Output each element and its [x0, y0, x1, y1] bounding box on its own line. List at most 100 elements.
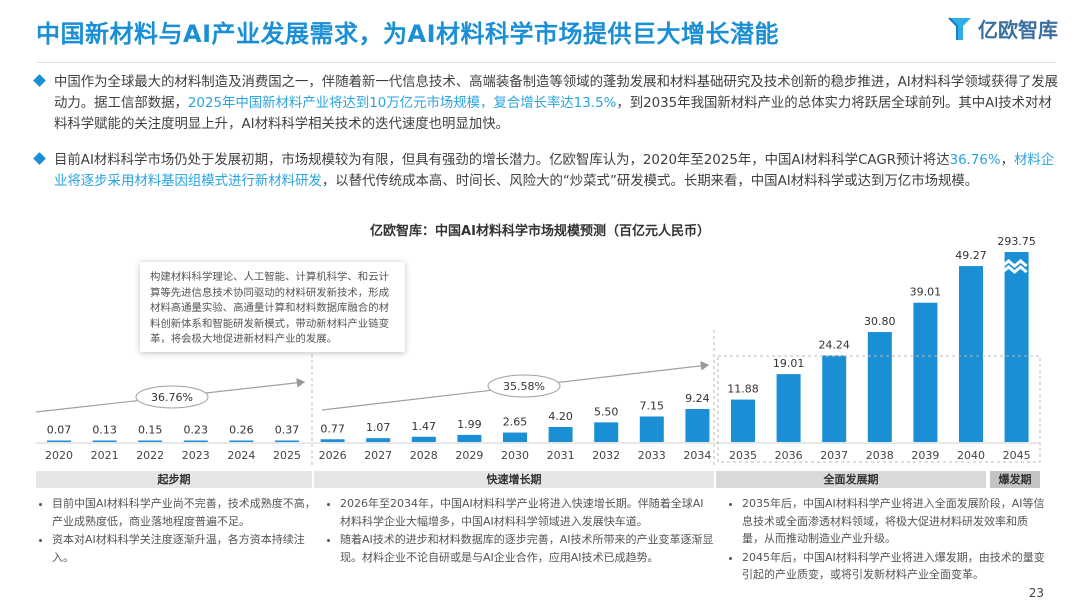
bar-2036 — [776, 374, 801, 442]
bar-2034 — [685, 409, 710, 442]
x-tick-label: 2022 — [136, 449, 164, 462]
x-tick-label: 2030 — [501, 449, 529, 462]
bar-2033 — [639, 416, 664, 442]
page-title: 中国新材料与AI产业发展需求，为AI材料科学市场提供巨大增长潜能 — [36, 20, 780, 48]
value-label: 0.13 — [92, 424, 117, 437]
bar-2023 — [183, 440, 208, 442]
paragraph-2: 目前AI材料科学市场仍处于发展初期，市场规模较为有限，但具有强劲的增长潜力。亿欧… — [33, 150, 1064, 192]
bar-2022 — [138, 440, 163, 442]
x-tick-label: 2029 — [455, 449, 483, 462]
cagr-oval-1 — [135, 385, 209, 409]
cagr-oval-2 — [487, 374, 561, 398]
phase-growth: 快速增长期 — [314, 471, 714, 488]
bar-2040 — [959, 266, 983, 442]
x-tick-label: 2033 — [638, 449, 666, 462]
value-label: 19.01 — [773, 357, 805, 370]
paragraph-1-text-b: ，到2035年我国新材料产业的总体实力将跃居全球前列。其中AI技术对材料科学赋能… — [54, 96, 1052, 132]
value-label: 11.88 — [727, 383, 759, 396]
bar-2032 — [594, 422, 619, 442]
value-label: 24.24 — [818, 338, 850, 351]
desc-start: 目前中国AI材料科学产业尚不完善，技术成熟度不高，产业成熟度低，商业落地程度普遍… — [36, 495, 318, 567]
axis-break-mark — [1001, 265, 1028, 274]
logo-text: 亿欧智库 — [978, 18, 1058, 42]
paragraph-2-text-c: ，以替代传统成本高、时间长、风险大的“炒菜式”研发模式。长期来看，中国AI材料科… — [321, 174, 979, 189]
bar-2031 — [548, 427, 573, 442]
x-tick-label: 2025 — [273, 449, 301, 462]
bar-2030 — [503, 432, 527, 442]
x-tick-label: 2023 — [182, 449, 210, 462]
phase-start: 起步期 — [36, 471, 312, 488]
bar-2045 — [1004, 252, 1029, 442]
bar-2027 — [366, 438, 391, 442]
paragraph-2-text-b: ， — [1000, 153, 1015, 168]
desc-start-item: 资本对AI材料科学关注度逐渐升温，各方资本持续注入。 — [52, 531, 318, 566]
paragraph-1-highlight: 2025年中国新材料产业将达到10万亿元市场规模，复合增长率达13.5% — [187, 96, 617, 111]
page-number: 23 — [1028, 586, 1044, 600]
value-label: 0.26 — [229, 424, 254, 437]
paragraph-2-text-a: 目前AI材料科学市场仍处于发展初期，市场规模较为有限，但具有强劲的增长潜力。亿欧… — [54, 153, 950, 168]
bar-2026 — [320, 439, 345, 442]
desc-growth: 2026年至2034年，中国AI材料科学产业将进入快速增长期。伴随着全球AI材料… — [324, 495, 714, 567]
x-tick-label: 2028 — [410, 449, 438, 462]
value-label: 39.01 — [910, 286, 942, 299]
x-tick-label: 2034 — [683, 449, 711, 462]
bar-2029 — [457, 434, 482, 442]
desc-full-item: 2035年后，中国AI材料科学产业将进入全面发展阶段，AI等信息技术或全面渗透材… — [742, 495, 1046, 548]
value-label: 0.15 — [138, 424, 163, 437]
x-tick-label: 2021 — [91, 449, 119, 462]
phase-growth-label: 快速增长期 — [486, 473, 542, 486]
x-tick-label: 2039 — [911, 449, 939, 462]
value-label: 0.07 — [47, 424, 72, 437]
x-tick-label: 2031 — [547, 449, 575, 462]
bar-2039 — [913, 302, 938, 442]
bar-2020 — [47, 440, 71, 442]
value-label: 4.20 — [548, 410, 573, 423]
desc-full-item: 2045年后，中国AI材料科学产业将进入爆发期，由技术的量变引起的产业质变，或将… — [742, 549, 1046, 584]
bar-2035 — [731, 399, 755, 442]
bar-2028 — [411, 436, 436, 442]
value-label: 293.75 — [997, 235, 1036, 248]
desc-start-item: 目前中国AI材料科学产业尚不完善，技术成熟度不高，产业成熟度低，商业落地程度普遍… — [52, 495, 318, 530]
paragraph-2-highlight-genome: 材料企业将逐步采用材料基因组模式进行新材料研发 — [54, 153, 1055, 189]
bar-2025 — [275, 440, 299, 442]
chart-title: 亿欧智库：中国AI材料科学市场规模预测（百亿元人民币） — [370, 224, 710, 239]
desc-full: 2035年后，中国AI材料科学产业将进入全面发展阶段，AI等信息技术或全面渗透材… — [726, 495, 1046, 585]
paragraph-1-text-a: 中国作为全球最大的材料制造及消费国之一，伴随着新一代信息技术、高端装备制造等领域… — [54, 75, 1059, 111]
x-tick-label: 2036 — [775, 449, 803, 462]
cagr-label-2: 35.58% — [503, 380, 545, 393]
title-divider — [36, 62, 1056, 63]
phase-boom: 爆发期 — [990, 471, 1040, 488]
value-label: 0.77 — [320, 422, 345, 435]
x-tick-label: 2032 — [592, 449, 620, 462]
value-label: 9.24 — [685, 392, 710, 405]
bar-2024 — [229, 440, 254, 442]
value-label: 0.23 — [184, 424, 209, 437]
annotation-box: 构建材料科学理论、人工智能、计算机科学、和云计算等先进信息技术协同驱动的材料研发… — [140, 262, 405, 352]
phase-full: 全面发展期 — [716, 471, 986, 488]
cagr-label-1: 36.76% — [151, 391, 193, 404]
axis-break-mark — [1001, 259, 1028, 268]
x-tick-label: 2040 — [957, 449, 985, 462]
x-tick-label: 2035 — [729, 449, 757, 462]
paragraph-2-highlight-cagr: 36.76% — [949, 153, 1001, 168]
x-tick-label: 2038 — [866, 449, 894, 462]
x-tick-label: 2045 — [1003, 449, 1031, 462]
value-label: 1.99 — [457, 418, 482, 431]
bar-2037 — [822, 355, 847, 442]
x-tick-label: 2024 — [227, 449, 255, 462]
x-tick-label: 2027 — [364, 449, 392, 462]
value-label: 7.15 — [640, 399, 665, 412]
x-tick-label: 2037 — [820, 449, 848, 462]
desc-growth-item: 2026年至2034年，中国AI材料科学产业将进入快速增长期。伴随着全球AI材料… — [340, 495, 714, 530]
value-label: 5.50 — [594, 405, 619, 418]
value-label: 0.37 — [275, 424, 300, 437]
bar-2038 — [867, 332, 892, 442]
full-phase-frame — [717, 355, 1041, 463]
x-tick-label: 2026 — [319, 449, 347, 462]
value-label: 1.47 — [412, 420, 437, 433]
phase-full-label: 全面发展期 — [823, 473, 879, 486]
value-label: 2.65 — [503, 416, 528, 429]
desc-growth-item: 随着AI技术的进步和材料数据库的逐步完善，AI技术所带来的产业变革逐渐显现。材料… — [340, 531, 714, 566]
logo-icon — [948, 16, 971, 40]
